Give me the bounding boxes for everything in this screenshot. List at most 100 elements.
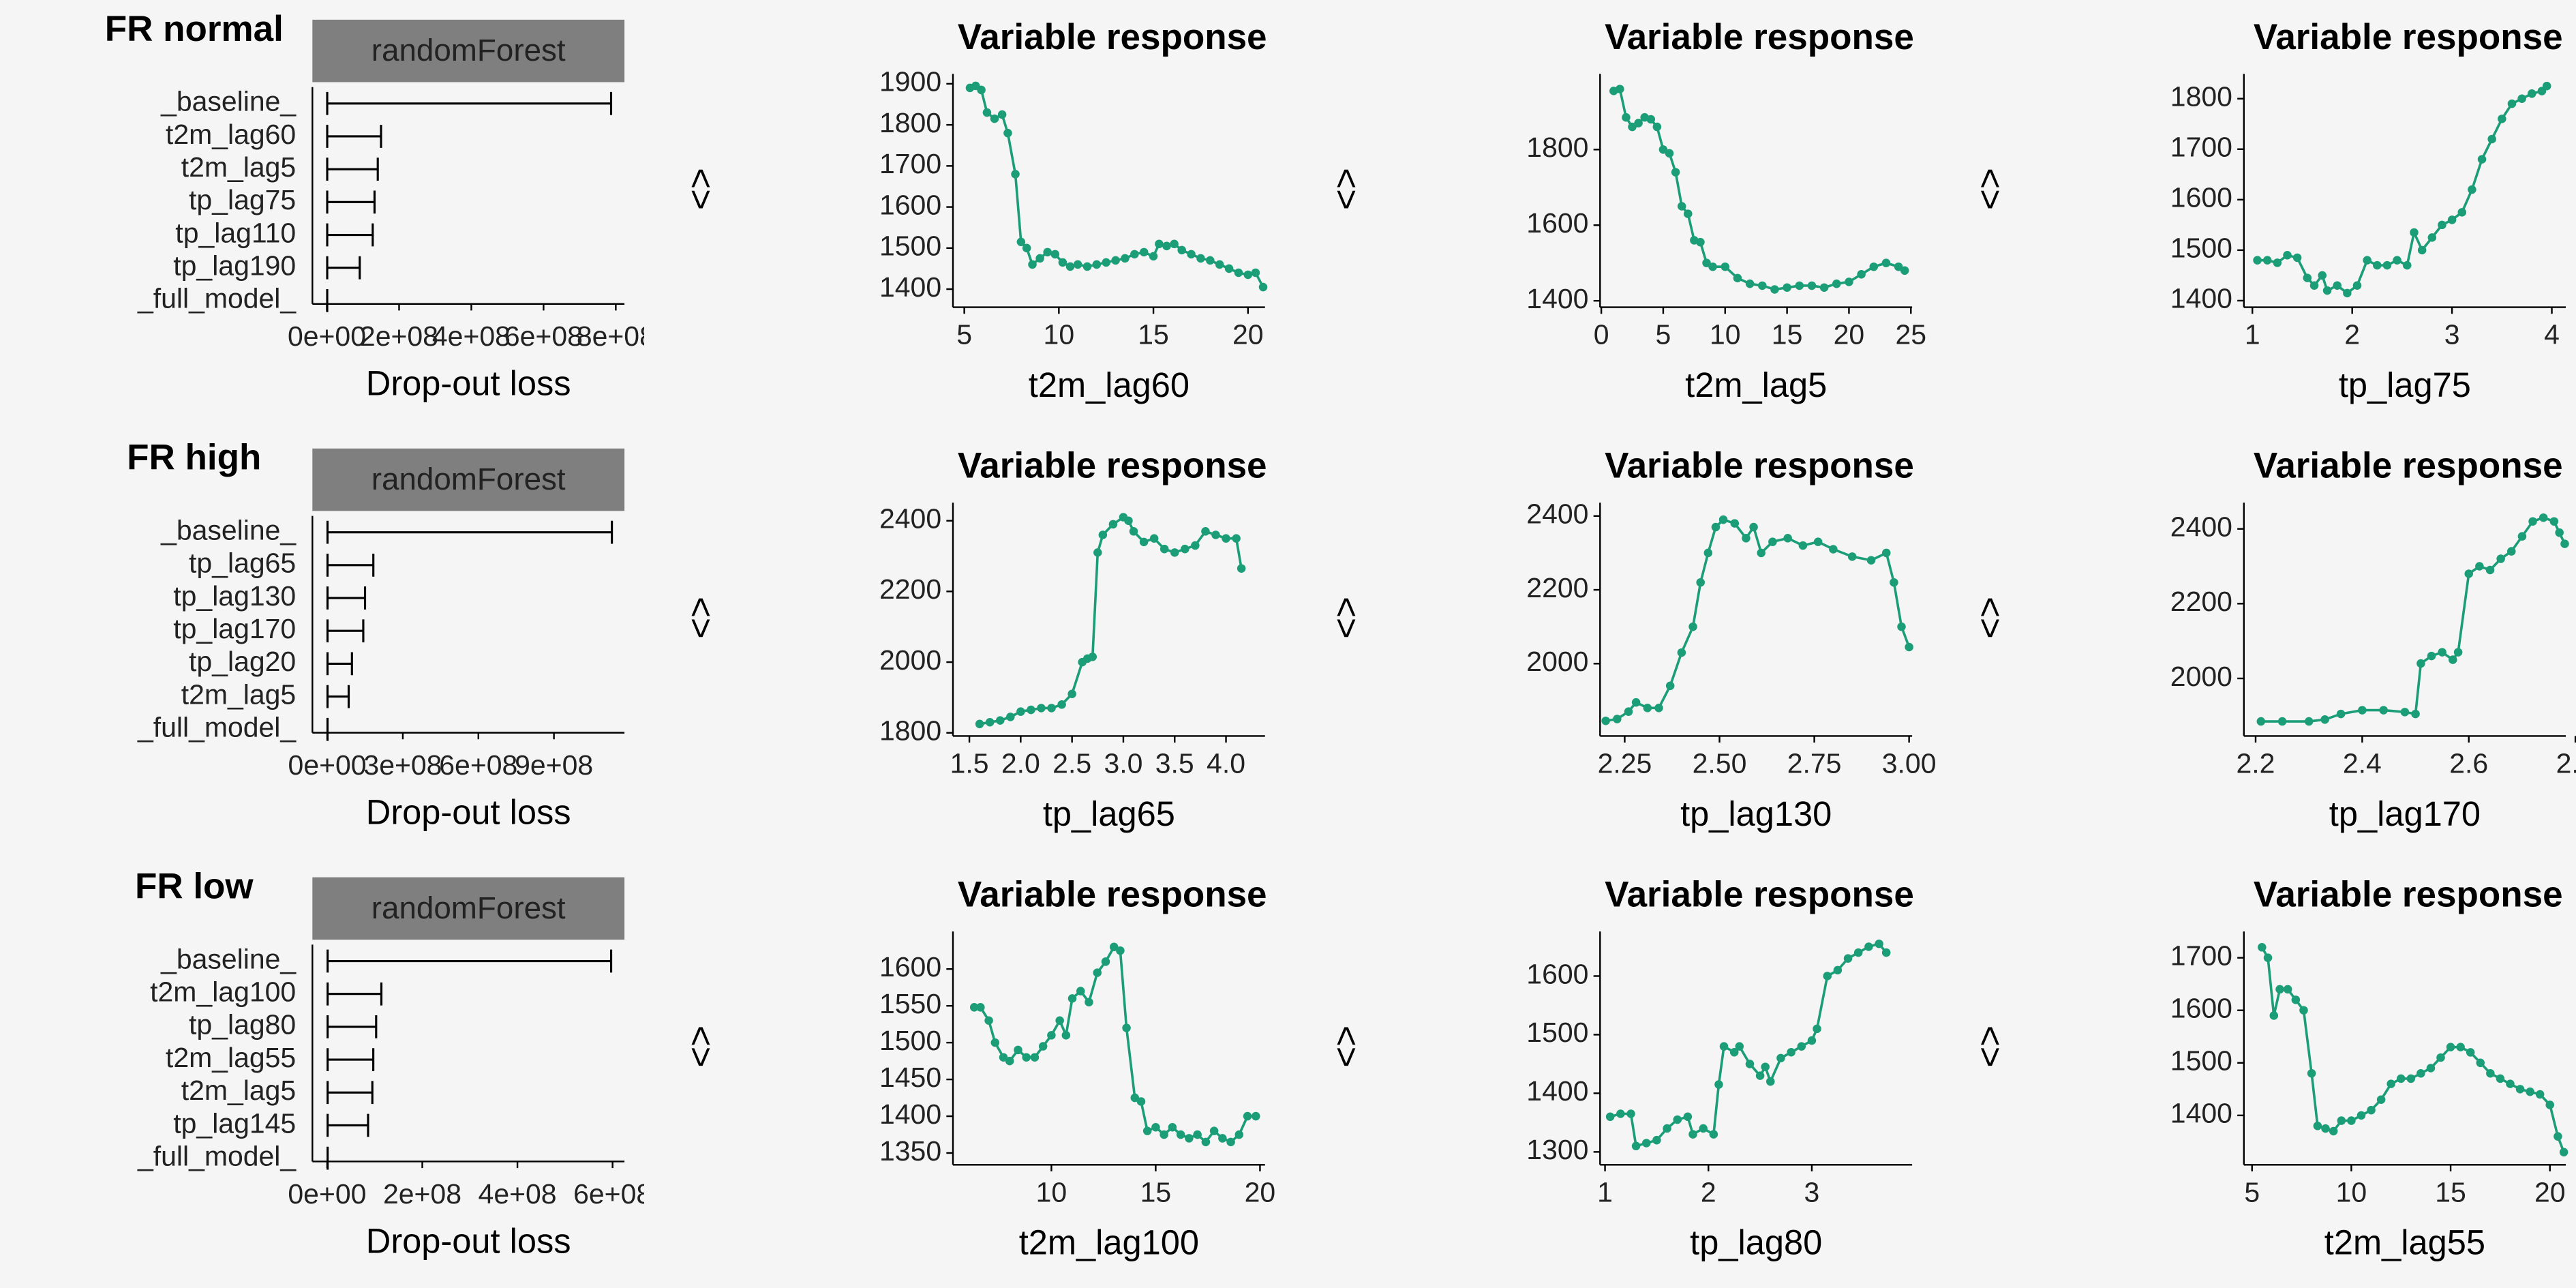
- point: [1807, 1036, 1817, 1045]
- point: [1047, 704, 1056, 713]
- y-tick-label: 1600: [879, 951, 941, 983]
- point: [2559, 1148, 2569, 1157]
- x-tick-label: 2: [1701, 1176, 1716, 1208]
- point: [1783, 533, 1792, 543]
- y-tick-label: 1400: [1526, 283, 1588, 314]
- x-tick-label: 15: [1138, 319, 1169, 350]
- point: [2427, 651, 2436, 661]
- point: [1797, 1042, 1806, 1051]
- y-tick-label: 1700: [879, 148, 941, 179]
- point: [2526, 1087, 2534, 1096]
- facet-strip: [312, 19, 625, 83]
- point: [2416, 659, 2425, 668]
- point: [1206, 256, 1215, 265]
- point: [2542, 81, 2551, 91]
- point: [1881, 548, 1891, 558]
- point: [2299, 1006, 2308, 1015]
- y-tick-label: 1500: [879, 230, 941, 262]
- point: [2560, 539, 2569, 548]
- point: [1864, 942, 1873, 951]
- chart-title: Variable response: [958, 17, 1267, 57]
- y-tick-label: 1600: [2170, 182, 2232, 213]
- point: [1735, 1042, 1744, 1051]
- point: [1176, 1130, 1185, 1139]
- y-tick-label: 1800: [879, 107, 941, 138]
- point: [2417, 245, 2427, 255]
- point: [1098, 530, 1108, 539]
- point: [1111, 256, 1120, 265]
- point: [1643, 704, 1652, 713]
- point: [1149, 252, 1158, 261]
- point: [1181, 544, 1189, 554]
- point: [1616, 85, 1624, 93]
- point: [1209, 1126, 1219, 1135]
- point: [2313, 1122, 2322, 1130]
- point: [1108, 520, 1118, 529]
- point: [1016, 237, 1026, 247]
- y-tick-label: 2000: [1526, 646, 1588, 677]
- x-tick-label: 3: [2444, 319, 2460, 350]
- point: [2304, 717, 2314, 726]
- point: [1683, 1112, 1693, 1122]
- point: [1673, 1115, 1682, 1124]
- point: [2373, 260, 2382, 270]
- y-tick-label: 2400: [2170, 511, 2232, 542]
- point: [1201, 1137, 1211, 1147]
- category-label: t2m_lag100: [150, 976, 296, 1008]
- point: [1823, 972, 1832, 980]
- point: [990, 114, 999, 123]
- point: [1671, 168, 1680, 177]
- point: [1155, 239, 1164, 249]
- point: [2427, 233, 2437, 242]
- x-axis-label: tp_lag130: [1680, 794, 1832, 833]
- y-tick-label: 1700: [2170, 940, 2232, 971]
- point: [976, 1003, 985, 1012]
- bar: [327, 1113, 369, 1137]
- x-axis-label: tp_lag80: [1690, 1223, 1822, 1262]
- point: [985, 717, 995, 727]
- point: [1258, 282, 1268, 292]
- x-tick-label: 2.6: [2449, 748, 2488, 779]
- point: [1703, 548, 1713, 558]
- point: [2517, 94, 2526, 103]
- x-axis-label: Drop-out loss: [366, 792, 571, 831]
- point: [1027, 705, 1035, 715]
- x-tick-label: 20: [2534, 1176, 2566, 1208]
- bar: [326, 256, 361, 280]
- category-label: _baseline_: [160, 514, 297, 545]
- category-label: tp_lag145: [173, 1107, 296, 1139]
- y-tick-label: 2400: [879, 503, 941, 535]
- response-panels: <> <> <> <> <> <> <> <> <> Variable response 1400 1…: [681, 17, 2576, 1262]
- point: [1755, 1071, 1765, 1080]
- point: [2464, 569, 2474, 578]
- point: [1191, 541, 1200, 550]
- point: [1022, 243, 1031, 253]
- x-tick-label: 4: [2544, 319, 2560, 350]
- point: [1136, 1097, 1146, 1106]
- point: [1050, 250, 1060, 259]
- point: [2485, 565, 2495, 575]
- point: [1016, 707, 1025, 716]
- x-tick-label: 10: [1044, 319, 1075, 350]
- y-tick-label: 1550: [879, 988, 941, 1019]
- point: [1711, 522, 1721, 532]
- point: [1055, 1016, 1064, 1025]
- y-tick-label: 1800: [2170, 81, 2232, 113]
- point: [2527, 89, 2536, 98]
- point: [1005, 1056, 1014, 1066]
- point: [1116, 946, 1125, 955]
- category-label: _baseline_: [160, 943, 297, 974]
- y-tick-label: 1800: [1526, 132, 1588, 163]
- point: [1847, 552, 1857, 561]
- point: [2555, 528, 2564, 537]
- point: [2410, 228, 2419, 237]
- point: [1088, 653, 1097, 661]
- point: [2275, 985, 2284, 994]
- point: [1226, 1137, 1235, 1147]
- category-label: tp_lag20: [189, 646, 296, 677]
- y-tick-label: 1900: [879, 66, 941, 98]
- point: [2318, 271, 2327, 280]
- x-tick-label: 4.0: [1207, 748, 1245, 779]
- x-axis-label: Drop-out loss: [366, 1221, 571, 1260]
- category-label: _full_model_: [137, 1140, 297, 1171]
